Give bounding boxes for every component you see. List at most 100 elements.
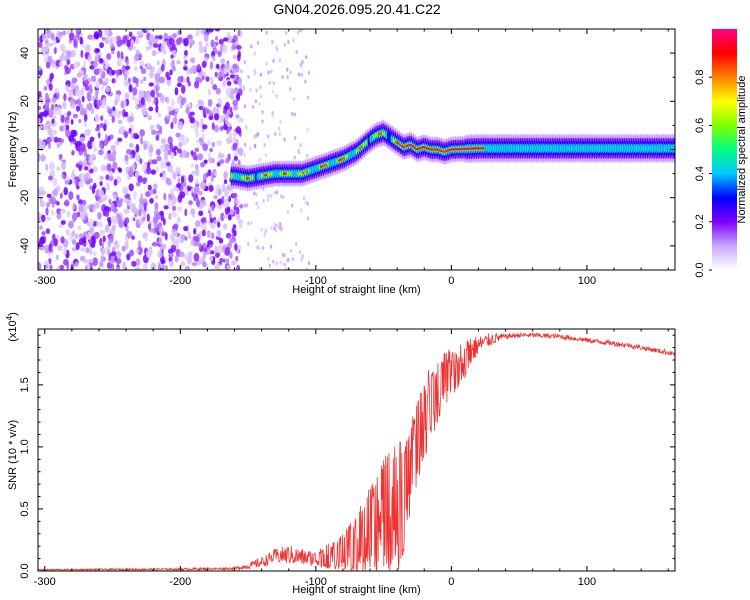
heatmap-cell <box>198 45 205 54</box>
heatmap-cell <box>85 247 90 254</box>
heatmap-cell <box>198 210 204 217</box>
heatmap-cell <box>261 110 264 115</box>
heatmap-cell <box>229 106 233 113</box>
heatmap-cell <box>208 109 213 118</box>
heatmap-cell <box>69 49 76 58</box>
heatmap-cell <box>154 202 159 211</box>
heatmap-cell <box>225 157 230 164</box>
heatmap-cell <box>213 124 220 133</box>
heatmap-cell <box>237 78 242 85</box>
heatmap-cell <box>262 198 265 203</box>
heatmap-cell <box>249 146 252 151</box>
heatmap-cell <box>280 225 283 230</box>
heatmap-cell <box>176 37 182 46</box>
heatmap-cell <box>42 123 49 131</box>
heatmap-cell <box>185 266 189 270</box>
heatmap-cell <box>142 164 147 171</box>
heatmap-cell <box>149 34 155 44</box>
heatmap-cell <box>135 143 140 153</box>
x-tick-label: -300 <box>34 275 56 287</box>
heatmap-cell <box>212 55 216 62</box>
heatmap-cell <box>79 36 84 45</box>
heatmap-cell <box>142 177 147 185</box>
heatmap-cell <box>198 105 204 111</box>
heatmap-cell <box>177 216 181 224</box>
heatmap-cell <box>213 219 218 224</box>
heatmap-cell <box>93 231 100 239</box>
heatmap-cell <box>124 73 128 81</box>
heatmap-cell <box>38 262 42 270</box>
heatmap-cell <box>238 221 243 229</box>
heatmap-cell <box>258 102 261 107</box>
heatmap-cell <box>166 181 173 186</box>
heatmap-cell <box>170 169 175 175</box>
heatmap-cell <box>235 206 240 215</box>
heatmap-cell <box>280 194 283 199</box>
spectrogram-heatmap <box>38 29 675 270</box>
heatmap-cell <box>176 206 183 212</box>
heatmap-cell <box>159 144 165 151</box>
heatmap-cell <box>45 228 51 234</box>
heatmap-cell <box>253 68 256 73</box>
heatmap-cell <box>127 205 130 210</box>
heatmap-cell <box>209 147 213 153</box>
heatmap-cell <box>81 95 85 103</box>
heatmap-cell <box>76 29 80 34</box>
heatmap-cell <box>206 231 212 239</box>
heatmap-cell <box>58 224 63 229</box>
heatmap-cell <box>220 212 225 222</box>
heatmap-cell <box>140 192 144 202</box>
y-tick-label: 0 <box>19 146 31 152</box>
heatmap-cell <box>672 143 675 154</box>
heatmap-cell <box>193 228 197 235</box>
heatmap-cell <box>215 187 218 197</box>
heatmap-cell <box>201 133 205 140</box>
heatmap-cell <box>232 54 237 60</box>
heatmap-cell <box>128 84 133 93</box>
heatmap-cell <box>71 102 76 110</box>
heatmap-cell <box>74 261 79 268</box>
heatmap-cell <box>103 155 108 160</box>
heatmap-cell <box>122 35 128 44</box>
heatmap-cell <box>200 218 206 223</box>
x-tick-label: -200 <box>169 576 191 588</box>
heatmap-cell <box>176 183 181 188</box>
heatmap-cell <box>220 63 225 69</box>
heatmap-cell <box>220 58 226 65</box>
heatmap-cell <box>75 105 81 112</box>
heatmap-cell <box>105 245 111 251</box>
heatmap-cell <box>176 60 181 65</box>
heatmap-cell <box>87 155 94 164</box>
heatmap-cell <box>148 82 154 87</box>
heatmap-cell <box>71 212 78 221</box>
heatmap-cell <box>291 257 295 262</box>
heatmap-cell <box>255 133 258 138</box>
heatmap-cell <box>193 185 200 194</box>
heatmap-cell <box>207 88 211 96</box>
heatmap-cell <box>43 85 48 91</box>
heatmap-cell <box>133 190 137 200</box>
heatmap-cell <box>179 191 186 199</box>
snr-y-label: SNR (10 * v/v) <box>7 420 19 490</box>
heatmap-cell <box>166 75 172 81</box>
heatmap-cell <box>41 231 46 236</box>
heatmap-cell <box>206 108 210 114</box>
heatmap-cell <box>175 166 181 175</box>
heatmap-cell <box>64 67 71 75</box>
heatmap-cell <box>79 136 86 143</box>
heatmap-cell <box>305 267 308 270</box>
heatmap-cell <box>269 244 273 249</box>
heatmap-cell <box>129 167 134 175</box>
heatmap-cell <box>177 76 183 84</box>
heatmap-cell <box>255 201 258 206</box>
heatmap-cell <box>93 182 97 190</box>
heatmap-cell <box>141 216 146 222</box>
heatmap-cell <box>232 104 238 111</box>
heatmap-cell <box>275 190 278 195</box>
heatmap-cell <box>95 80 100 89</box>
heatmap-cell <box>52 38 57 46</box>
heatmap-cell <box>129 249 134 257</box>
heatmap-cell <box>128 142 134 149</box>
heatmap-cell <box>131 260 137 267</box>
